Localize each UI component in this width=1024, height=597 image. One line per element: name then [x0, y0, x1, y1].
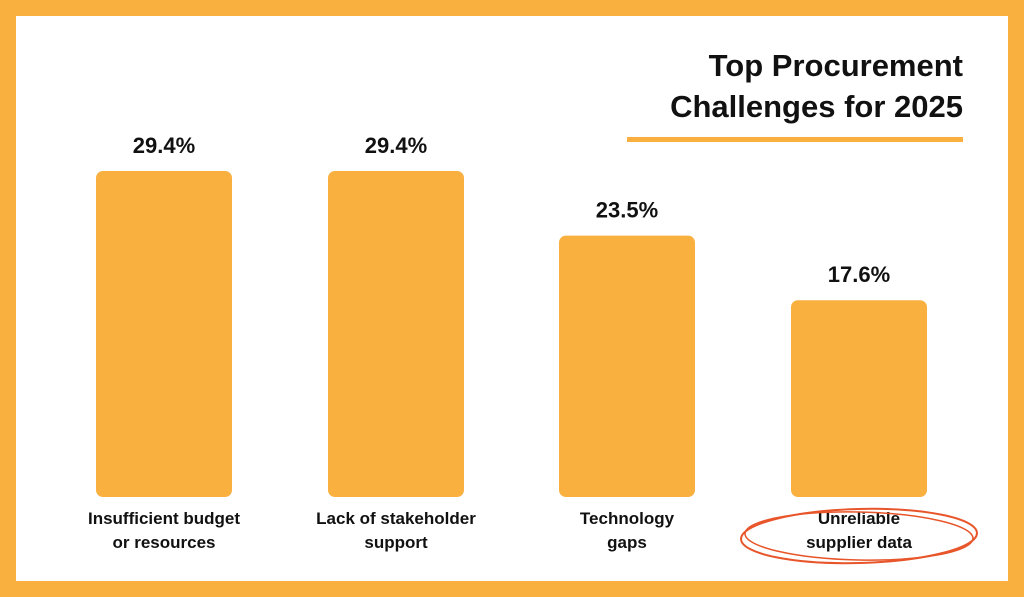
title-underline: [627, 137, 963, 142]
chart-title-line-1: Top Procurement: [709, 48, 963, 83]
category-label-0: Insufficient budget or resources: [88, 509, 240, 552]
highlight-circle: [740, 507, 978, 565]
highlight-circle: [744, 511, 974, 561]
chart-title: Top Procurement Challenges for 2025: [627, 48, 963, 142]
category-labels-group: Insufficient budget or resources Lack of s…: [88, 509, 912, 552]
value-labels-group: 29.4% 29.4% 23.5% 17.6%: [133, 133, 890, 287]
bar-1: [328, 171, 464, 497]
category-label-1: Lack of stakeholder support: [316, 509, 476, 552]
value-label-3: 17.6%: [828, 262, 890, 287]
category-label-3: Unreliable supplier data: [806, 509, 912, 552]
chart-title-line-2: Challenges for 2025: [670, 89, 963, 124]
value-label-0: 29.4%: [133, 133, 195, 158]
bar-3: [791, 300, 927, 497]
highlight-group: [740, 507, 978, 565]
category-label-2: Technology gaps: [580, 509, 675, 552]
bar-2: [559, 235, 695, 497]
value-label-2: 23.5%: [596, 198, 658, 223]
value-label-1: 29.4%: [365, 133, 427, 158]
bars-group: [96, 171, 927, 497]
bar-0: [96, 171, 232, 497]
